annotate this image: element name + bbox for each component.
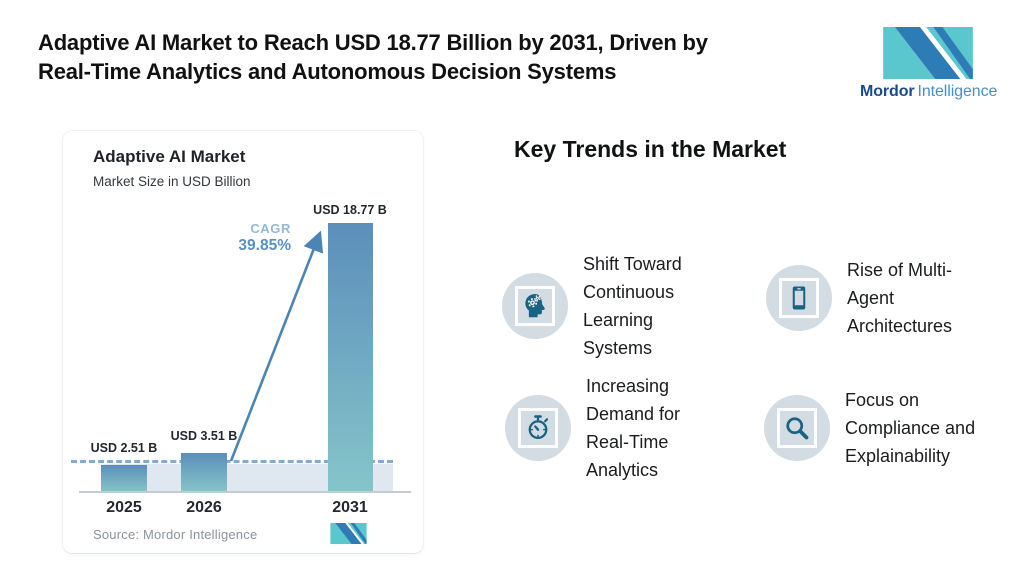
bar-value-label-2031: USD 18.77 B bbox=[313, 203, 387, 217]
brand-logo: Mordor Intelligence bbox=[860, 27, 998, 101]
trends-heading: Key Trends in the Market bbox=[514, 136, 787, 162]
bar-value-label-2025: USD 2.51 B bbox=[90, 441, 158, 455]
cagr-value: 39.85% bbox=[238, 237, 291, 254]
market-chart-card: Adaptive AI Market Market Size in USD Bi… bbox=[62, 130, 424, 554]
chart-title: Adaptive AI Market bbox=[93, 147, 246, 166]
bar-2026 bbox=[181, 453, 227, 492]
page-title-line2: Real-Time Analytics and Autonomous Decis… bbox=[38, 59, 617, 84]
cagr-label: CAGR bbox=[250, 221, 291, 236]
trend-icon-circle bbox=[764, 395, 830, 461]
stopwatch-icon bbox=[528, 415, 549, 440]
x-tick-2025: 2025 bbox=[106, 499, 142, 516]
magnifier-icon bbox=[786, 417, 809, 440]
trend-item-compliance-explainability: Focus on Compliance and Explainability bbox=[764, 386, 987, 470]
trend-item-continuous-learning: Shift Toward Continuous Learning Systems bbox=[502, 250, 701, 362]
head-gears-icon bbox=[525, 294, 545, 318]
trend-icon-circle bbox=[505, 395, 571, 461]
trend-icon-frame bbox=[779, 278, 819, 318]
bar-2031 bbox=[328, 223, 373, 492]
page-title: Adaptive AI Market to Reach USD 18.77 Bi… bbox=[38, 28, 708, 86]
trend-label: Focus on Compliance and Explainability bbox=[845, 390, 976, 466]
trend-label: Increasing Demand for Real-Time Analytic… bbox=[586, 376, 681, 480]
trend-icon-frame bbox=[518, 408, 558, 448]
mordor-intelligence-mini-logo-icon bbox=[330, 523, 367, 544]
trend-item-multi-agent: Rise of Multi-Agent Architectures bbox=[766, 256, 979, 340]
x-tick-2026: 2026 bbox=[186, 499, 222, 516]
trend-label: Rise of Multi-Agent Architectures bbox=[847, 260, 953, 336]
bar-2025 bbox=[101, 465, 147, 492]
trend-icon-circle bbox=[502, 273, 568, 339]
chart-subtitle: Market Size in USD Billion bbox=[93, 174, 251, 189]
x-axis-line bbox=[79, 491, 411, 493]
dashed-reference-line bbox=[71, 460, 393, 463]
trend-icon-frame bbox=[777, 408, 817, 448]
chart-source: Source: Mordor Intelligence bbox=[93, 527, 258, 542]
mordor-intelligence-logo-icon bbox=[883, 27, 973, 79]
trend-item-real-time-analytics: Increasing Demand for Real-Time Analytic… bbox=[505, 372, 708, 484]
trend-icon-circle bbox=[766, 265, 832, 331]
trend-icon-frame bbox=[515, 286, 555, 326]
page-title-line1: Adaptive AI Market to Reach USD 18.77 Bi… bbox=[38, 30, 708, 55]
brand-name: Mordor Intelligence bbox=[860, 83, 998, 101]
brand-name-secondary: Intelligence bbox=[917, 83, 998, 100]
smartphone-icon bbox=[792, 286, 806, 310]
cagr-annotation: CAGR 39.85% bbox=[209, 221, 291, 255]
x-tick-2031: 2031 bbox=[332, 499, 368, 516]
brand-name-primary: Mordor bbox=[860, 83, 915, 100]
trend-label: Shift Toward Continuous Learning Systems bbox=[583, 254, 682, 358]
bar-value-label-2026: USD 3.51 B bbox=[170, 429, 238, 443]
